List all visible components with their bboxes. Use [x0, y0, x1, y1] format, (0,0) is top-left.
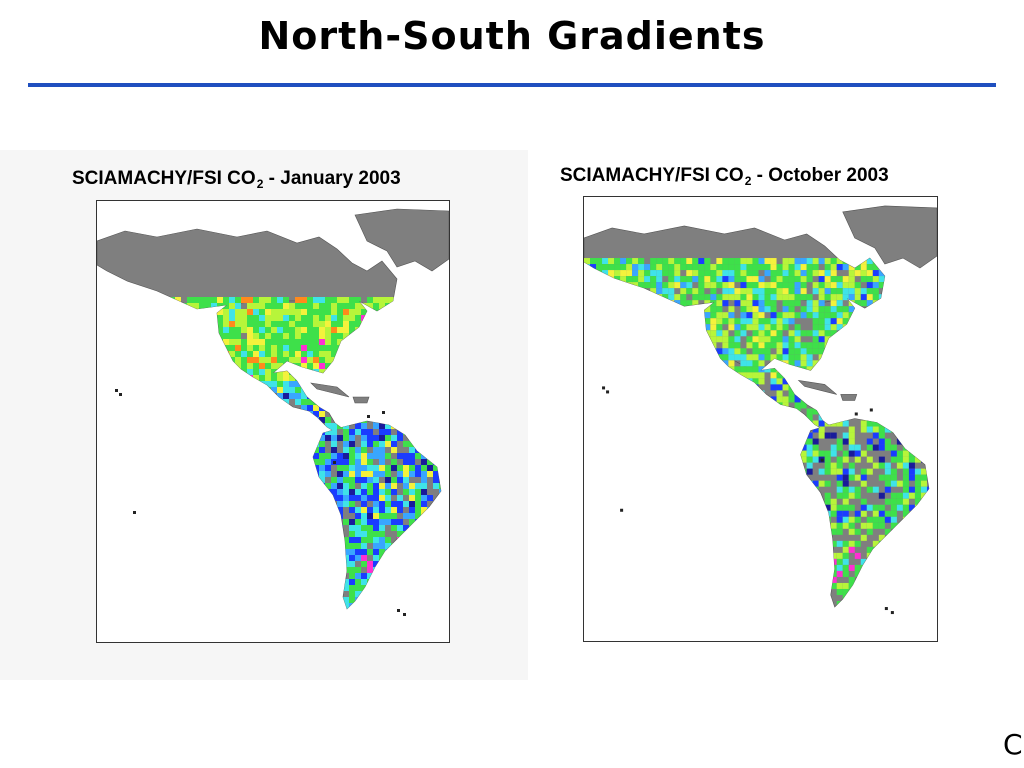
island-0 [602, 386, 606, 390]
map-frame-january [96, 200, 450, 643]
map-title-january: SCIAMACHY/FSI CO2 - January 2003 [72, 168, 401, 191]
island-5 [620, 508, 624, 512]
slide-title: North-South Gradients [258, 14, 766, 58]
landmass-cuba [797, 379, 837, 395]
co2-map-january [97, 201, 449, 642]
island-6 [884, 607, 888, 611]
map-title-suffix: - October 2003 [751, 165, 889, 186]
island-1 [119, 393, 122, 396]
island-4 [382, 411, 385, 414]
map-title-prefix: SCIAMACHY/FSI CO [72, 168, 256, 189]
landmass-hisp [840, 394, 858, 401]
landmass-greenland [354, 208, 449, 272]
landmass-cuba [310, 382, 350, 398]
island-2 [333, 461, 336, 464]
map-title-subscript: 2 [744, 174, 752, 188]
island-3 [854, 412, 858, 416]
map-title-subscript: 2 [256, 177, 264, 191]
map-title-suffix: - January 2003 [263, 168, 401, 189]
island-4 [869, 408, 873, 412]
landmass-canada [97, 228, 398, 312]
island-0 [115, 389, 118, 392]
island-5 [133, 511, 136, 514]
co2-map-october [584, 197, 937, 641]
island-2 [820, 458, 824, 462]
map-frame-october [583, 196, 938, 642]
map-title-october: SCIAMACHY/FSI CO2 - October 2003 [560, 165, 889, 188]
island-6 [397, 609, 400, 612]
corner-glyph: C [1003, 728, 1023, 761]
island-7 [890, 611, 894, 615]
landmass-hisp [352, 396, 370, 404]
island-1 [606, 390, 610, 394]
island-7 [403, 613, 406, 616]
island-3 [367, 415, 370, 418]
landmass-greenland [842, 205, 937, 269]
title-divider [28, 83, 996, 87]
map-title-prefix: SCIAMACHY/FSI CO [560, 165, 744, 186]
